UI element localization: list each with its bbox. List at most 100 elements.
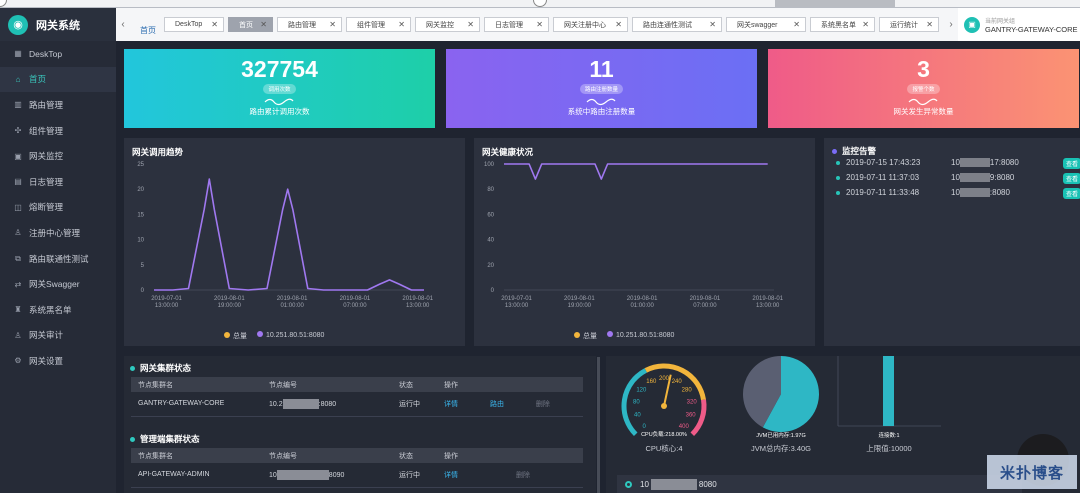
close-icon[interactable]: ✕ bbox=[211, 20, 218, 29]
tab[interactable]: 首页 ✕ bbox=[228, 17, 273, 32]
gateway-icon: ▣ bbox=[964, 16, 980, 33]
stat-card-calls: 327754 调用次数 路由累计调用次数 bbox=[124, 49, 435, 128]
y-tick-label: 0 bbox=[141, 288, 145, 294]
gauge-tick-label: 80 bbox=[633, 400, 640, 406]
tab[interactable]: 网关swagger ✕ bbox=[726, 17, 806, 32]
sidebar-item[interactable]: ⇄ 网关Swagger bbox=[0, 271, 116, 297]
sidebar-item[interactable]: ◫ 熔断管理 bbox=[0, 195, 116, 221]
tab[interactable]: 系统黑名单 ✕ bbox=[810, 17, 875, 32]
close-icon[interactable]: ✕ bbox=[467, 20, 474, 29]
close-icon[interactable]: ✕ bbox=[536, 20, 543, 29]
sidebar-item[interactable]: ▦ DeskTop bbox=[0, 41, 116, 67]
redaction-mask bbox=[959, 173, 990, 183]
home-icon: ⌂ bbox=[15, 74, 21, 84]
detail-link[interactable]: 详情 bbox=[444, 471, 458, 479]
gauge-tick-label: 360 bbox=[686, 413, 697, 419]
breadcrumb[interactable]: 首页 bbox=[140, 26, 156, 35]
watermark: 米扑博客 bbox=[987, 455, 1077, 489]
y-tick-label: 20 bbox=[487, 263, 494, 269]
close-icon[interactable]: ✕ bbox=[329, 20, 336, 29]
tab[interactable]: DeskTop ✕ bbox=[164, 17, 224, 32]
tab-label: 路由连通性测试 bbox=[643, 21, 692, 29]
close-icon[interactable]: ✕ bbox=[398, 20, 405, 29]
close-icon[interactable]: ✕ bbox=[793, 20, 800, 29]
node-selector[interactable]: 10 8080 bbox=[617, 475, 1022, 493]
table-row: GANTRY-GATEWAY-CORE 10.2:8080 运行中 详情 路由 … bbox=[131, 392, 583, 417]
gauge-tick-label: 240 bbox=[672, 379, 683, 385]
alert-time: 2019-07-11 11:33:48 bbox=[846, 188, 920, 197]
tabs-scroll-left-icon[interactable]: ‹ bbox=[121, 19, 125, 30]
bullet-icon bbox=[836, 160, 840, 165]
gauge-tick-label: 200 bbox=[659, 376, 670, 382]
x-tick-label: 2019-08-01 bbox=[340, 296, 371, 302]
x-tick-label: 01:00:00 bbox=[280, 303, 304, 309]
node-cluster-name: API-GATEWAY-ADMIN bbox=[131, 463, 262, 488]
sidebar-item[interactable]: ♜ 系统黑名单 bbox=[0, 297, 116, 323]
sidebar-item[interactable]: ⌂ 首页 bbox=[0, 66, 116, 93]
view-button[interactable]: 查看 bbox=[1062, 158, 1080, 169]
panel-scrollbar[interactable] bbox=[597, 357, 600, 493]
gauge-arc bbox=[644, 363, 706, 401]
legend-item[interactable]: 总量 bbox=[574, 331, 597, 341]
audit-icon: ♙ bbox=[14, 330, 22, 340]
sidebar-item[interactable]: ♙ 网关审计 bbox=[0, 323, 116, 349]
sidebar-item[interactable]: ⚙ 网关设置 bbox=[0, 348, 116, 374]
close-icon[interactable]: ✕ bbox=[709, 20, 716, 29]
tab-label: 运行统计 bbox=[890, 21, 918, 29]
tab[interactable]: 网关监控 ✕ bbox=[415, 17, 480, 32]
stat-card-alerts: 3 报警个数 网关发生异常数量 bbox=[768, 49, 1079, 128]
health-legend: 总量 10.251.80.51:8080 bbox=[574, 331, 674, 341]
sidebar-item-label: 注册中心管理 bbox=[29, 227, 81, 238]
alerts-title: 监控告警 bbox=[832, 145, 876, 157]
tabs-scroll-right-icon[interactable]: › bbox=[949, 19, 953, 30]
sidebar-item[interactable]: ▤ 日志管理 bbox=[0, 169, 116, 195]
tab[interactable]: 运行统计 ✕ bbox=[879, 17, 939, 32]
node-cluster-name: GANTRY-GATEWAY-CORE bbox=[131, 392, 262, 417]
x-tick-label: 13:00:00 bbox=[505, 303, 529, 309]
legend-item[interactable]: 总量 bbox=[224, 331, 247, 341]
column-header: 操作 bbox=[437, 448, 583, 463]
series-line bbox=[504, 163, 768, 180]
sidebar-item-label: 路由管理 bbox=[29, 99, 64, 110]
bar-title: 上限值:10000 bbox=[866, 443, 911, 453]
trend-title: 网关调用趋势 bbox=[132, 147, 184, 157]
stat-value: 11 bbox=[589, 56, 614, 82]
tab[interactable]: 路由连通性测试 ✕ bbox=[632, 17, 722, 32]
y-tick-label: 20 bbox=[137, 187, 144, 193]
close-icon[interactable]: ✕ bbox=[260, 20, 267, 29]
close-icon[interactable]: ✕ bbox=[615, 20, 622, 29]
close-icon[interactable]: ✕ bbox=[862, 20, 869, 29]
view-button[interactable]: 查看 bbox=[1062, 188, 1080, 199]
tab-label: DeskTop bbox=[175, 21, 203, 28]
tab[interactable]: 路由管理 ✕ bbox=[277, 17, 342, 32]
current-gateway[interactable]: ▣ 当前网关组 GANTRY-GATEWAY-CORE bbox=[958, 8, 1080, 41]
detail-link[interactable]: 详情 bbox=[444, 400, 458, 408]
sidebar-item[interactable]: ♙ 注册中心管理 bbox=[0, 220, 116, 246]
tab-label: 首页 bbox=[239, 21, 253, 29]
sidebar-item-label: 网关Swagger bbox=[29, 279, 80, 290]
delete-link[interactable]: 删除 bbox=[535, 400, 550, 408]
view-button[interactable]: 查看 bbox=[1062, 173, 1080, 184]
sidebar-item[interactable]: ⧉ 路由联通性测试 bbox=[0, 246, 116, 272]
blacklist-icon: ♜ bbox=[14, 305, 22, 315]
current-gateway-label: 当前网关组 bbox=[985, 18, 1016, 25]
tab[interactable]: 组件管理 ✕ bbox=[346, 17, 411, 32]
window-drag-bar[interactable] bbox=[775, 0, 895, 7]
x-tick-label: 13:00:00 bbox=[155, 303, 179, 309]
pie-title: JVM总内存:3.40G bbox=[751, 443, 811, 453]
legend-item[interactable]: 10.251.80.51:8080 bbox=[257, 331, 324, 341]
row-actions: 详情 路由 删除 bbox=[437, 392, 583, 417]
alert-item: 2019-07-15 17:43:23 10 17:8080 查看 bbox=[836, 158, 1080, 170]
route-link[interactable]: 路由 bbox=[489, 400, 504, 408]
tab[interactable]: 日志管理 ✕ bbox=[484, 17, 549, 32]
sidebar-item[interactable]: ▥ 路由管理 bbox=[0, 92, 116, 118]
close-icon[interactable]: ✕ bbox=[926, 20, 933, 29]
x-tick-label: 2019-08-01 bbox=[277, 296, 308, 302]
sidebar-item[interactable]: ✣ 组件管理 bbox=[0, 118, 116, 144]
tab[interactable]: 网关注册中心 ✕ bbox=[553, 17, 628, 32]
wifi-icon: ◉ bbox=[8, 14, 28, 35]
legend-item[interactable]: 10.251.80.51:8080 bbox=[607, 331, 674, 341]
status-badge: 运行中 bbox=[392, 392, 437, 417]
sidebar-item[interactable]: ▣ 网关监控 bbox=[0, 143, 116, 169]
delete-link[interactable]: 删除 bbox=[515, 471, 530, 479]
